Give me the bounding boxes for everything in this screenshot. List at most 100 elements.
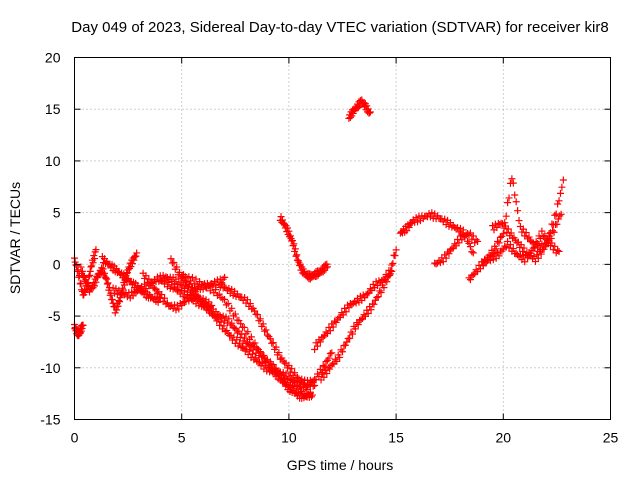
- data-point: [130, 256, 138, 264]
- axis-ticks: 0 5 10 15 20 25 -15 -10 -5 0 5 10 15 20: [40, 50, 618, 446]
- data-point: [445, 250, 453, 258]
- data-series-arc-17: [465, 175, 567, 284]
- data-point: [108, 296, 116, 304]
- data-point: [306, 275, 314, 283]
- data-point: [247, 333, 255, 341]
- data-point: [537, 250, 545, 258]
- data-point: [495, 252, 503, 260]
- data-point: [316, 338, 324, 346]
- data-point: [238, 343, 246, 351]
- data-point: [190, 279, 198, 287]
- data-point: [336, 353, 344, 361]
- data-point: [388, 261, 396, 269]
- data-point: [163, 299, 171, 307]
- data-point: [509, 245, 517, 253]
- data-point: [153, 289, 161, 297]
- x-tick-label: 10: [281, 430, 297, 446]
- data-point: [306, 389, 314, 397]
- data-point: [208, 283, 216, 291]
- data-point: [508, 175, 516, 183]
- data-point: [531, 244, 539, 252]
- data-point: [376, 287, 384, 295]
- data-point: [93, 274, 101, 282]
- data-point: [550, 228, 558, 236]
- data-point: [514, 207, 522, 215]
- data-point: [557, 210, 565, 218]
- data-point: [384, 272, 392, 280]
- data-point: [469, 232, 477, 240]
- data-series-arc-18: [478, 227, 563, 270]
- data-point: [512, 198, 520, 206]
- data-point: [448, 245, 456, 253]
- y-tick-label: 20: [45, 50, 61, 66]
- data-series-arc-1: [71, 246, 100, 299]
- data-point: [319, 268, 327, 276]
- data-point: [547, 234, 555, 242]
- data-point: [502, 212, 510, 220]
- data-point: [283, 224, 291, 232]
- data-series-arc-14: [345, 96, 374, 122]
- data-point: [237, 320, 245, 328]
- data-point: [228, 319, 236, 327]
- data-point: [293, 251, 301, 259]
- data-series-arc-5: [109, 271, 229, 302]
- data-point: [173, 263, 181, 271]
- data-point: [469, 249, 477, 257]
- data-point: [504, 225, 512, 233]
- data-point: [466, 276, 474, 284]
- data-point: [494, 237, 502, 245]
- data-point: [131, 253, 139, 261]
- data-point: [534, 239, 542, 247]
- data-point: [322, 358, 330, 366]
- data-point: [315, 372, 323, 380]
- data-point: [538, 227, 546, 235]
- data-point: [522, 229, 530, 237]
- data-point: [241, 334, 249, 342]
- data-series-arc-9: [178, 271, 314, 399]
- data-point: [188, 273, 196, 281]
- data-point: [354, 321, 362, 329]
- y-tick-label: -15: [40, 412, 60, 428]
- data-point: [145, 275, 153, 283]
- data-point: [275, 349, 283, 357]
- data-point: [556, 189, 564, 197]
- data-point: [205, 298, 213, 306]
- data-point: [505, 194, 513, 202]
- data-point: [342, 308, 350, 316]
- data-point: [281, 220, 289, 228]
- data-point: [291, 245, 299, 253]
- data-point: [133, 249, 141, 257]
- data-point: [495, 239, 503, 247]
- data-point: [465, 239, 473, 247]
- data-point: [555, 197, 563, 205]
- data-point: [386, 271, 394, 279]
- data-point: [559, 176, 567, 184]
- data-point: [235, 317, 243, 325]
- data-series-arc-16: [431, 229, 482, 268]
- data-point: [363, 102, 371, 110]
- data-point: [116, 298, 124, 306]
- data-point: [276, 369, 284, 377]
- data-point: [333, 357, 341, 365]
- data-series-arc-15: [396, 209, 477, 257]
- data-point: [388, 267, 396, 275]
- data-point: [161, 294, 169, 302]
- data-point: [236, 339, 244, 347]
- data-point: [501, 242, 509, 250]
- data-point: [507, 229, 515, 237]
- data-point: [555, 247, 563, 255]
- data-point: [554, 215, 562, 223]
- data-point: [328, 349, 336, 357]
- data-point: [223, 327, 231, 335]
- data-point: [103, 280, 111, 288]
- x-tick-label: 15: [388, 430, 404, 446]
- data-point: [76, 280, 84, 288]
- data-point: [231, 310, 239, 318]
- data-point: [519, 225, 527, 233]
- data-point: [212, 286, 220, 294]
- data-point: [92, 246, 100, 254]
- data-point: [192, 275, 200, 283]
- data-point: [231, 324, 239, 332]
- data-point: [132, 252, 140, 260]
- data-point: [383, 278, 391, 286]
